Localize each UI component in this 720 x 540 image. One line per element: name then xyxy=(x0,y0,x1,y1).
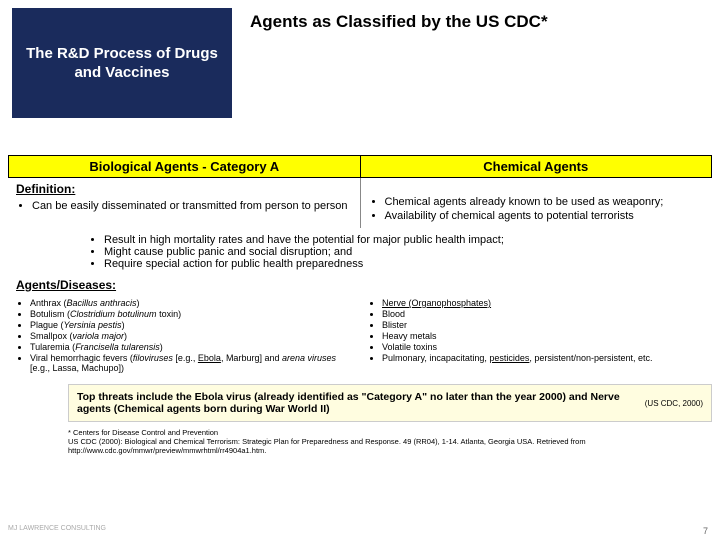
list-item: Viral hemorrhagic fevers (filoviruses [e… xyxy=(30,353,352,373)
main-content: Biological Agents - Category A Chemical … xyxy=(8,155,712,455)
shared-points-list: Result in high mortality rates and have … xyxy=(88,234,712,270)
page-title: Agents as Classified by the US CDC* xyxy=(250,12,548,32)
list-item: Chemical agents already known to be used… xyxy=(385,196,705,208)
list-item: Botulism (Clostridium botulinum toxin) xyxy=(30,309,352,319)
agents-right-list: Nerve (Organophosphates) Blood Blister H… xyxy=(368,298,704,363)
footnote: * Centers for Disease Control and Preven… xyxy=(68,428,712,455)
agents-label: Agents/Diseases: xyxy=(8,276,712,294)
list-item: Result in high mortality rates and have … xyxy=(104,234,712,246)
list-item: Volatile toxins xyxy=(382,342,704,352)
definition-right: Chemical agents already known to be used… xyxy=(361,178,713,228)
sidebar-title-box: The R&D Process of Drugs and Vaccines xyxy=(12,8,232,118)
list-item: Might cause public panic and social disr… xyxy=(104,246,712,258)
agents-left-list: Anthrax (Bacillus anthracis) Botulism (C… xyxy=(16,298,352,373)
list-item: Can be easily disseminated or transmitte… xyxy=(32,200,352,212)
threat-text: Top threats include the Ebola virus (alr… xyxy=(77,391,637,415)
list-item: Anthrax (Bacillus anthracis) xyxy=(30,298,352,308)
col-header-right: Chemical Agents xyxy=(361,156,712,177)
definition-label: Definition: xyxy=(16,182,352,196)
definition-left-list: Can be easily disseminated or transmitte… xyxy=(16,200,352,212)
definition-right-list: Chemical agents already known to be used… xyxy=(369,196,705,222)
agents-row: Anthrax (Bacillus anthracis) Botulism (C… xyxy=(8,294,712,378)
list-item: Tularemia (Francisella tularensis) xyxy=(30,342,352,352)
list-item: Nerve (Organophosphates) xyxy=(382,298,704,308)
column-headers: Biological Agents - Category A Chemical … xyxy=(8,155,712,178)
list-item: Require special action for public health… xyxy=(104,258,712,270)
agents-left: Anthrax (Bacillus anthracis) Botulism (C… xyxy=(8,294,360,378)
page-number: 7 xyxy=(703,526,708,536)
logo: MJ LAWRENCE CONSULTING xyxy=(8,525,106,532)
threat-cite: (US CDC, 2000) xyxy=(637,399,703,408)
list-item: Pulmonary, incapacitating, pesticides, p… xyxy=(382,353,704,363)
shared-points: Result in high mortality rates and have … xyxy=(8,228,712,276)
footnote-l1: * Centers for Disease Control and Preven… xyxy=(68,428,712,437)
agents-right: Nerve (Organophosphates) Blood Blister H… xyxy=(360,294,712,378)
threat-callout: Top threats include the Ebola virus (alr… xyxy=(68,384,712,422)
list-item: Plague (Yersinia pestis) xyxy=(30,320,352,330)
list-item: Smallpox (variola major) xyxy=(30,331,352,341)
list-item: Blood xyxy=(382,309,704,319)
list-item: Heavy metals xyxy=(382,331,704,341)
definition-left: Definition: Can be easily disseminated o… xyxy=(8,178,361,228)
sidebar-title: The R&D Process of Drugs and Vaccines xyxy=(22,44,222,83)
footnote-l2: US CDC (2000): Biological and Chemical T… xyxy=(68,437,712,455)
col-header-left: Biological Agents - Category A xyxy=(9,156,361,177)
list-item: Blister xyxy=(382,320,704,330)
list-item: Availability of chemical agents to poten… xyxy=(385,210,705,222)
definition-row: Definition: Can be easily disseminated o… xyxy=(8,178,712,228)
